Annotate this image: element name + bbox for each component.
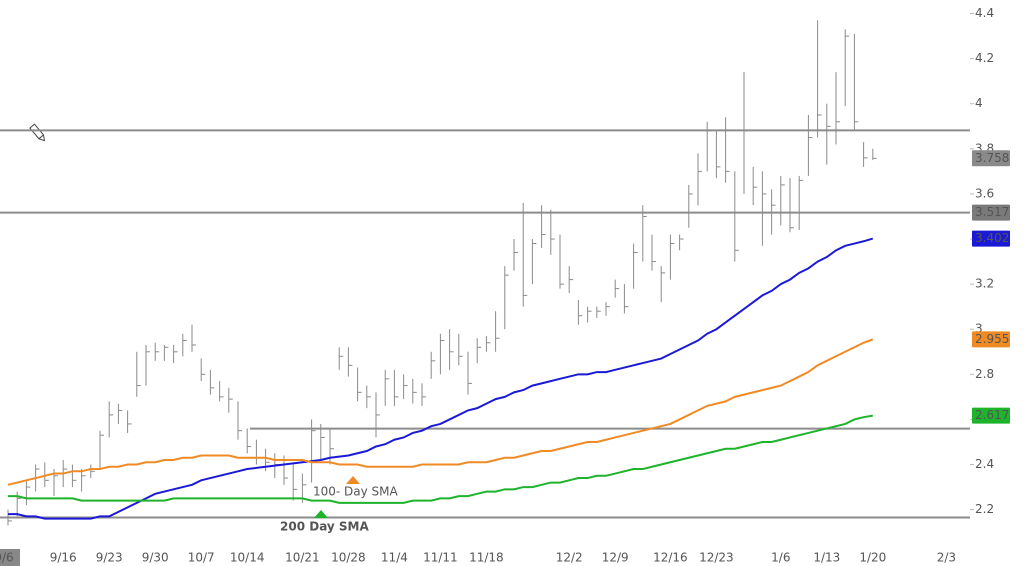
x-label-badge	[0, 549, 20, 566]
price-badge	[972, 204, 1010, 221]
x-tick-label: 12/16	[653, 551, 688, 565]
x-tick-label: 9/23	[96, 551, 123, 565]
x-tick-label: 2/3	[937, 551, 956, 565]
x-tick-label: 11/18	[469, 551, 504, 565]
y-tick-label: 4	[975, 96, 983, 110]
y-tick-label: 3	[975, 322, 983, 336]
annotation-text: 200 Day SMA	[280, 520, 370, 534]
x-tick-label: 12/2	[556, 551, 583, 565]
x-tick-label: 11/4	[381, 551, 408, 565]
annotation-arrow	[314, 510, 328, 518]
x-tick-label: 10/14	[230, 551, 265, 565]
price-badge-label: 3.517	[975, 205, 1009, 219]
x-tick-label: 12/9	[602, 551, 629, 565]
price-badge	[972, 150, 1010, 167]
x-tick-label: 11/11	[423, 551, 458, 565]
x-tick-label: 10/7	[188, 551, 215, 565]
price-badge-label: 2.955	[975, 332, 1009, 346]
price-badge-label: 3.758	[975, 151, 1009, 165]
annotation-text: 100- Day SMA	[313, 485, 399, 499]
y-tick-label: 2.4	[975, 457, 994, 471]
x-tick-label: 9/16	[50, 551, 77, 565]
y-tick-label: 2.2	[975, 502, 994, 516]
x-tick-label: 9/6	[0, 551, 14, 565]
y-tick-label: 4.2	[975, 51, 994, 65]
moving-average-line	[8, 414, 873, 504]
moving-average-line	[7, 338, 874, 486]
x-tick-label: 10/21	[285, 551, 320, 565]
y-tick-label: 3.2	[975, 277, 994, 291]
price-badge-label: 2.617	[975, 408, 1009, 422]
x-tick-label: 1/20	[859, 551, 886, 565]
annotation-arrow	[346, 476, 360, 484]
price-badge-label: 3.402	[975, 231, 1009, 245]
price-badge	[972, 230, 1010, 247]
x-tick-label: 9/30	[142, 551, 169, 565]
x-tick-label: 1/13	[813, 551, 840, 565]
x-tick-label: 10/28	[331, 551, 366, 565]
y-tick-label: 2.8	[975, 367, 994, 381]
y-tick-label: 3.6	[975, 186, 994, 200]
price-badge	[972, 407, 1010, 424]
x-tick-label: 12/23	[699, 551, 734, 565]
moving-average-line	[8, 237, 874, 520]
price-badge	[972, 331, 1010, 348]
y-tick-label: 4.4	[975, 6, 994, 20]
x-tick-label: 1/6	[771, 551, 790, 565]
